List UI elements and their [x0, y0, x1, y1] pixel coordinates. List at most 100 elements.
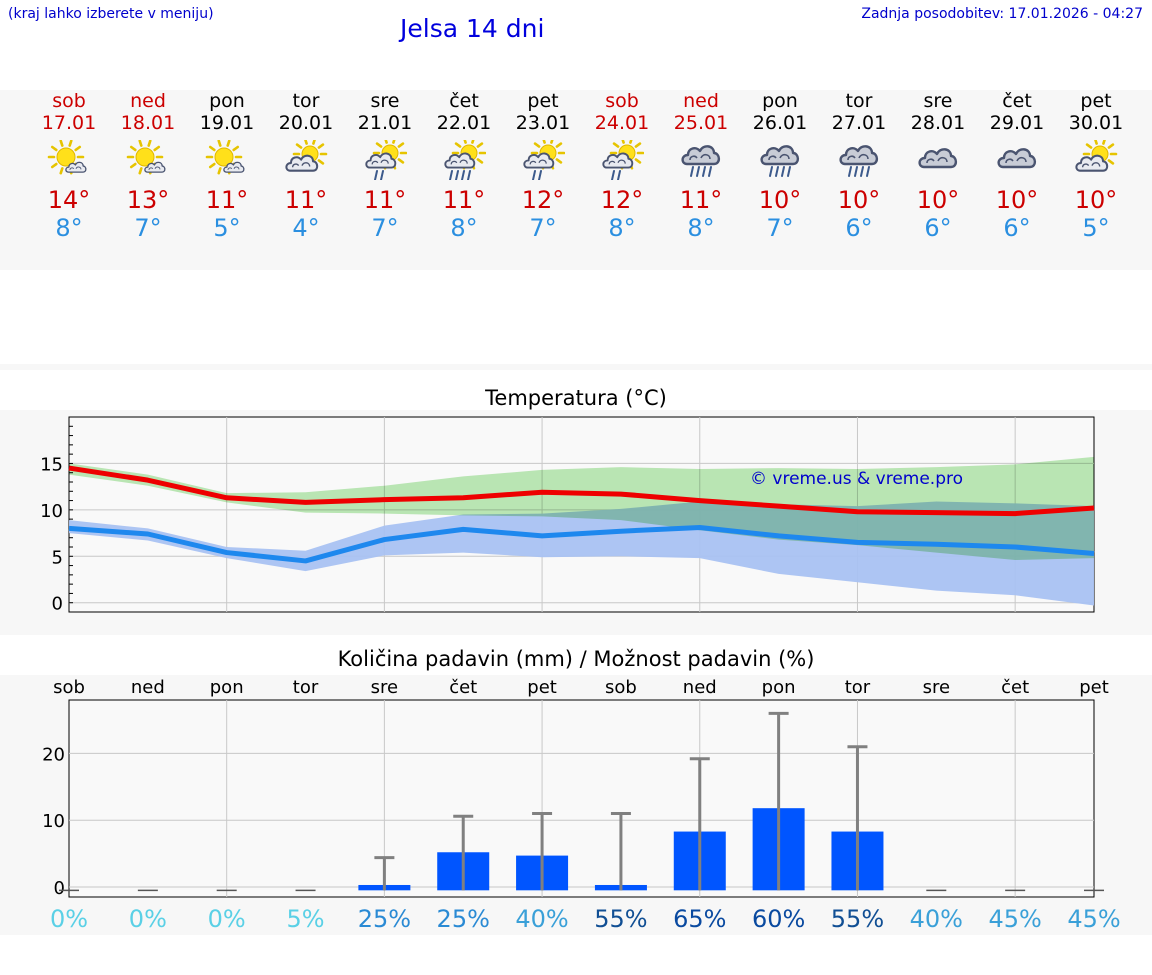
cloud-icon — [918, 148, 958, 169]
day-name: pon — [209, 90, 245, 112]
cloud-shape — [760, 145, 800, 166]
rain-drops — [769, 166, 791, 177]
day-name: sob — [52, 90, 86, 112]
cloud-detail — [608, 159, 626, 165]
location-hint: (kraj lahko izberete v meniju) — [8, 6, 214, 22]
day-date: 28.01 — [910, 112, 966, 134]
min-temperature: 7° — [371, 214, 399, 242]
sun-ray — [550, 140, 554, 144]
sun-shape — [47, 140, 85, 175]
rain-drop — [374, 170, 378, 180]
max-temperature: 10° — [1074, 186, 1118, 214]
day-column: tor 27.01 10° 6° — [819, 90, 899, 242]
max-temperature: 11° — [442, 186, 486, 214]
cloud-shape — [444, 152, 476, 169]
min-temperature: 6° — [924, 214, 952, 242]
sun-cloud-rain-icon — [365, 140, 407, 180]
sun-ray — [476, 142, 484, 148]
sun-ray — [612, 142, 620, 148]
sun-ray — [304, 140, 308, 145]
cloud-shape — [681, 145, 721, 166]
cloud-detail — [1081, 162, 1101, 168]
cloud-outline — [285, 154, 319, 172]
day-column: sre 21.01 11° 7° — [345, 90, 425, 242]
sun-ray — [74, 145, 82, 152]
max-temperature: 14° — [47, 186, 91, 214]
max-temperature: 12° — [600, 186, 644, 214]
cloud-rain-icon — [760, 145, 800, 177]
rain-drop — [787, 166, 791, 177]
sun-ray — [533, 142, 541, 148]
cloud-detail — [371, 159, 389, 165]
cloud-outline — [365, 152, 397, 169]
cloud-rain-icon — [681, 145, 721, 177]
plot-area — [68, 699, 1095, 898]
y-tick-label: 15 — [40, 454, 63, 475]
cloud-shape — [365, 152, 397, 169]
day-column: pet 23.01 12° 7° — [503, 90, 583, 242]
rain-drop — [775, 166, 779, 177]
day-date: 22.01 — [436, 112, 492, 134]
cloud-detail — [689, 153, 711, 161]
sun-ray — [317, 159, 325, 165]
day-column: sre 28.01 10° 6° — [898, 90, 978, 242]
rain-drops — [532, 170, 542, 180]
max-temperature: 10° — [758, 186, 802, 214]
cloud-outline — [144, 161, 166, 173]
x-category-label: sre — [923, 677, 950, 698]
cloud-detail — [69, 166, 82, 170]
sun-ray — [384, 140, 388, 144]
max-temperature-band — [69, 456, 1094, 560]
max-temperature-line — [68, 465, 1095, 517]
precipitation-chance-label: 0% — [208, 905, 246, 933]
sun-ray — [542, 140, 546, 144]
last-update-text: Zadnja posodobitev: 17.01.2026 - 04:27 — [861, 6, 1143, 22]
day-name: pet — [1080, 90, 1112, 112]
rain-drop — [380, 170, 384, 180]
sun-ray — [1102, 140, 1106, 145]
precipitation-chart: 0 10 20 sob ned pon tor sre čet pet sob ned pon tor sr… — [42, 677, 1121, 933]
cloud-shape — [997, 148, 1037, 169]
rain-drops — [449, 170, 471, 180]
day-date: 21.01 — [357, 112, 413, 134]
min-temperature: 5° — [213, 214, 241, 242]
sun-ray — [629, 140, 633, 144]
sun-disc — [214, 147, 234, 167]
y-tick-label: 10 — [42, 811, 65, 832]
max-temperature: 11° — [205, 186, 249, 214]
max-temperature: 10° — [837, 186, 881, 214]
rain-drops — [611, 170, 621, 180]
y-tick-label: 0 — [54, 878, 65, 899]
y-tick-label: 10 — [40, 501, 63, 522]
cloud-shape — [523, 152, 555, 169]
cloud-detail — [529, 159, 547, 165]
cloud-sun-icon — [285, 140, 328, 172]
max-temperature: 10° — [995, 186, 1039, 214]
day-name: pon — [762, 90, 798, 112]
sun-ray — [471, 140, 475, 144]
x-category-label: pon — [762, 677, 796, 698]
rain-drops — [848, 166, 870, 177]
max-temperature: 10° — [916, 186, 960, 214]
sun-cloud-heavy-rain-icon — [444, 140, 486, 180]
day-name: pet — [527, 90, 559, 112]
min-temperature: 7° — [134, 214, 162, 242]
precipitation-chance-label: 55% — [594, 905, 647, 933]
sun-ray — [129, 162, 137, 169]
divider — [0, 364, 1152, 370]
cloud-outline — [444, 152, 476, 169]
temperature-chart: 0 5 10 15 © vreme.us & vreme.pro — [40, 416, 1095, 615]
sun-ray — [463, 140, 467, 144]
cloud-outline — [1075, 154, 1109, 172]
cloud-shape — [223, 161, 245, 173]
min-temperature: 8° — [687, 214, 715, 242]
sun-shape — [126, 140, 164, 175]
sun-ray — [50, 162, 58, 169]
rain-drop — [848, 166, 852, 177]
day-date: 26.01 — [752, 112, 808, 134]
day-name: ned — [683, 90, 719, 112]
min-temperature: 5° — [1082, 214, 1110, 242]
temperature-chart-title: Temperatura (°C) — [485, 386, 667, 410]
day-date: 30.01 — [1068, 112, 1124, 134]
daily-forecast-strip: sob 17.01 14° 8° ned 18.01 13° 7° pon 19.01 11° 5° t… — [0, 90, 1152, 270]
